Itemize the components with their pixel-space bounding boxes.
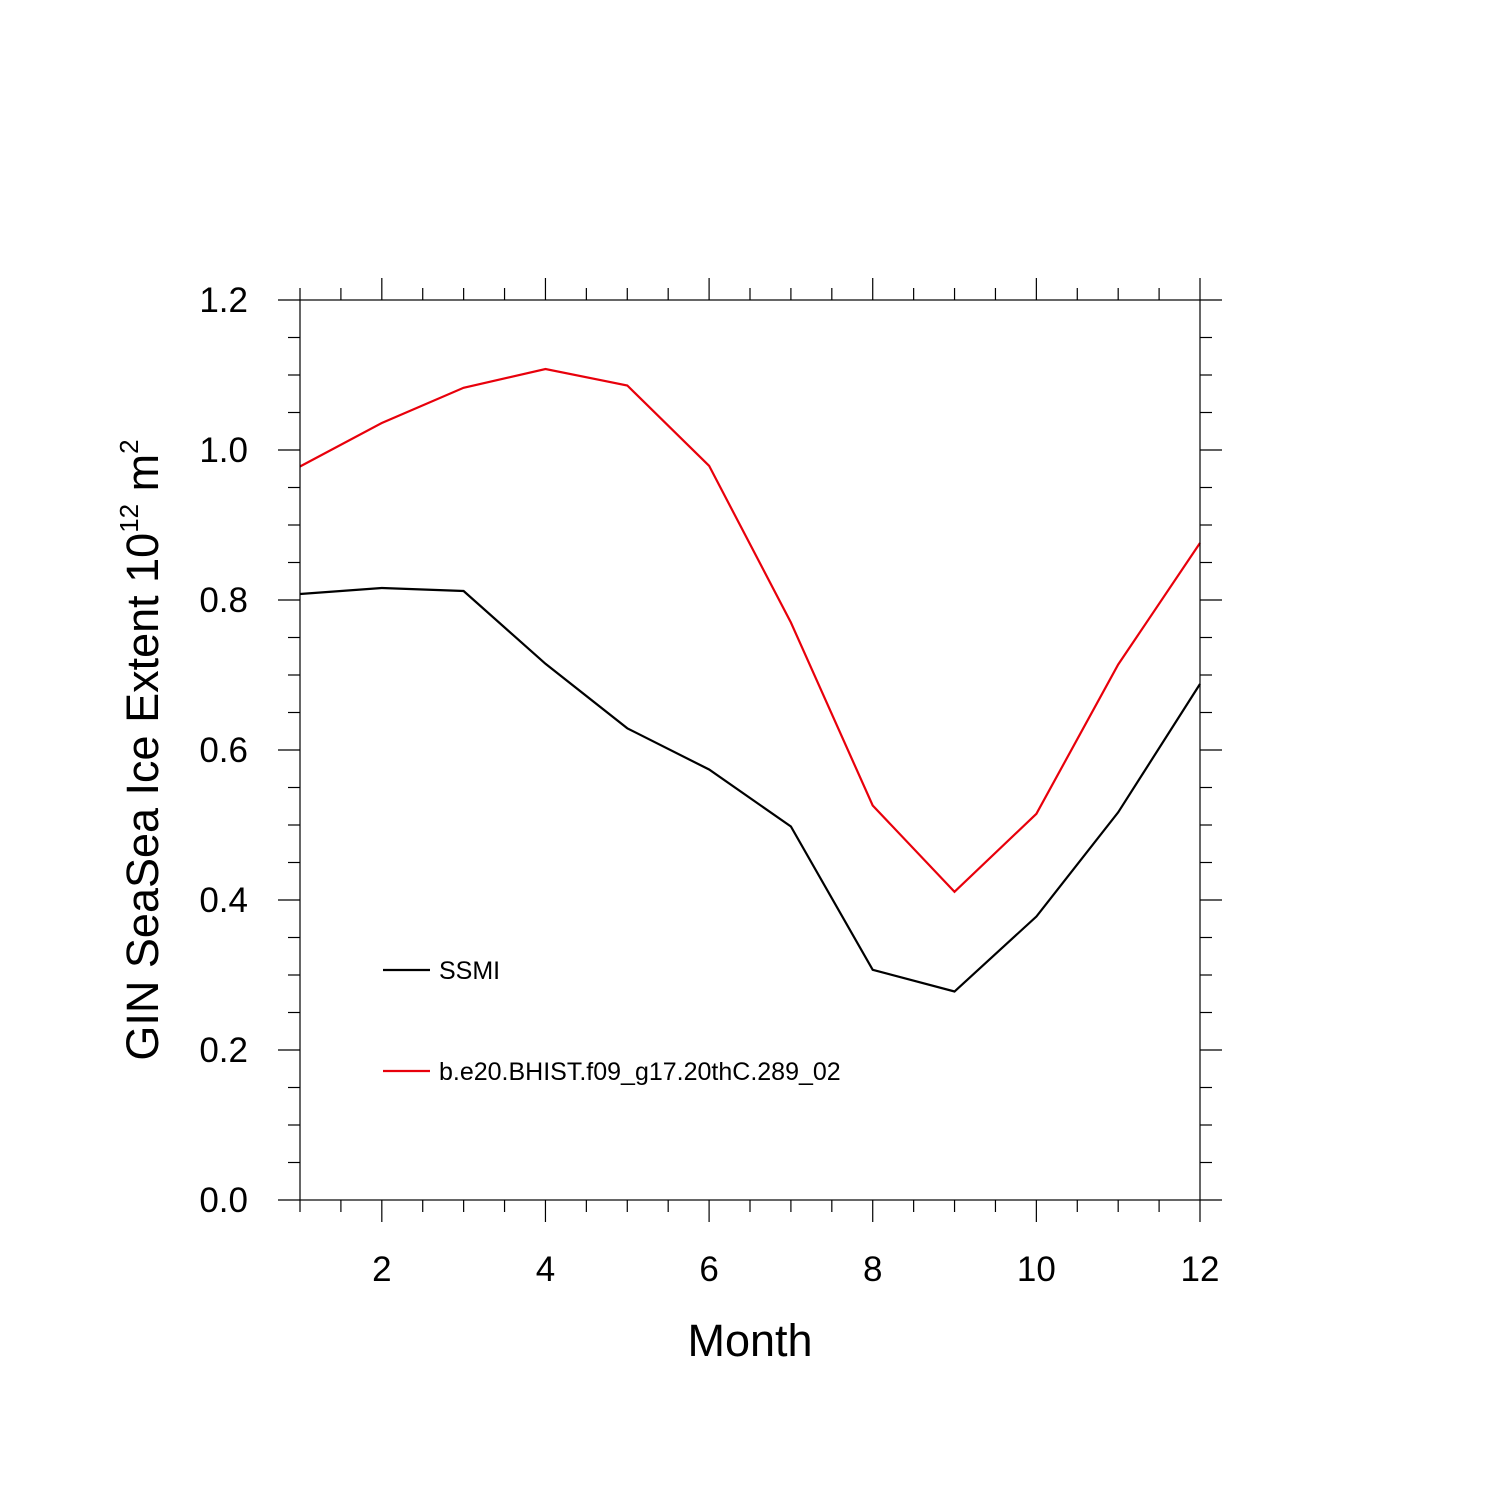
y-tick-label: 0.2 — [199, 1031, 248, 1070]
y-tick-label: 0.0 — [199, 1181, 248, 1220]
legend: SSMI b.e20.BHIST.f09_g17.20thC.289_02 — [383, 957, 841, 1086]
y-tick-label: 0.8 — [199, 581, 248, 620]
y-tick-label: 1.0 — [199, 431, 248, 470]
x-tick-label: 12 — [1181, 1250, 1220, 1289]
y-axis-title-exponent: 12 — [114, 504, 144, 533]
y-axis-title-unit-exponent: 2 — [114, 439, 144, 453]
y-axis-title-main: GIN SeaSea Ice Extent 10 — [117, 533, 168, 1061]
x-tick-label: 2 — [372, 1250, 391, 1289]
tick-labels: 2 4 6 8 10 12 0.0 0.2 0.4 0.6 0.8 1.0 1.2 — [199, 281, 1219, 1289]
y-axis-title-unit: m — [117, 454, 168, 504]
y-tick-label: 0.4 — [199, 881, 248, 920]
plot-frame — [299, 299, 1201, 1201]
series-lines — [299, 367, 1201, 993]
x-axis-title: Month — [687, 1315, 812, 1366]
y-axis-title: GIN SeaSea Ice Extent 1012 m2 — [114, 439, 168, 1060]
series-line-ssmi — [299, 586, 1201, 993]
x-tick-label: 4 — [536, 1250, 555, 1289]
series-line-model — [299, 367, 1201, 894]
x-tick-label: 6 — [699, 1250, 718, 1289]
x-tick-label: 8 — [863, 1250, 882, 1289]
y-tick-label: 1.2 — [199, 281, 248, 320]
legend-label: SSMI — [439, 957, 500, 985]
y-tick-label: 0.6 — [199, 731, 248, 770]
axis-ticks — [278, 278, 1222, 1222]
legend-label: b.e20.BHIST.f09_g17.20thC.289_02 — [439, 1058, 841, 1086]
x-tick-label: 10 — [1017, 1250, 1056, 1289]
